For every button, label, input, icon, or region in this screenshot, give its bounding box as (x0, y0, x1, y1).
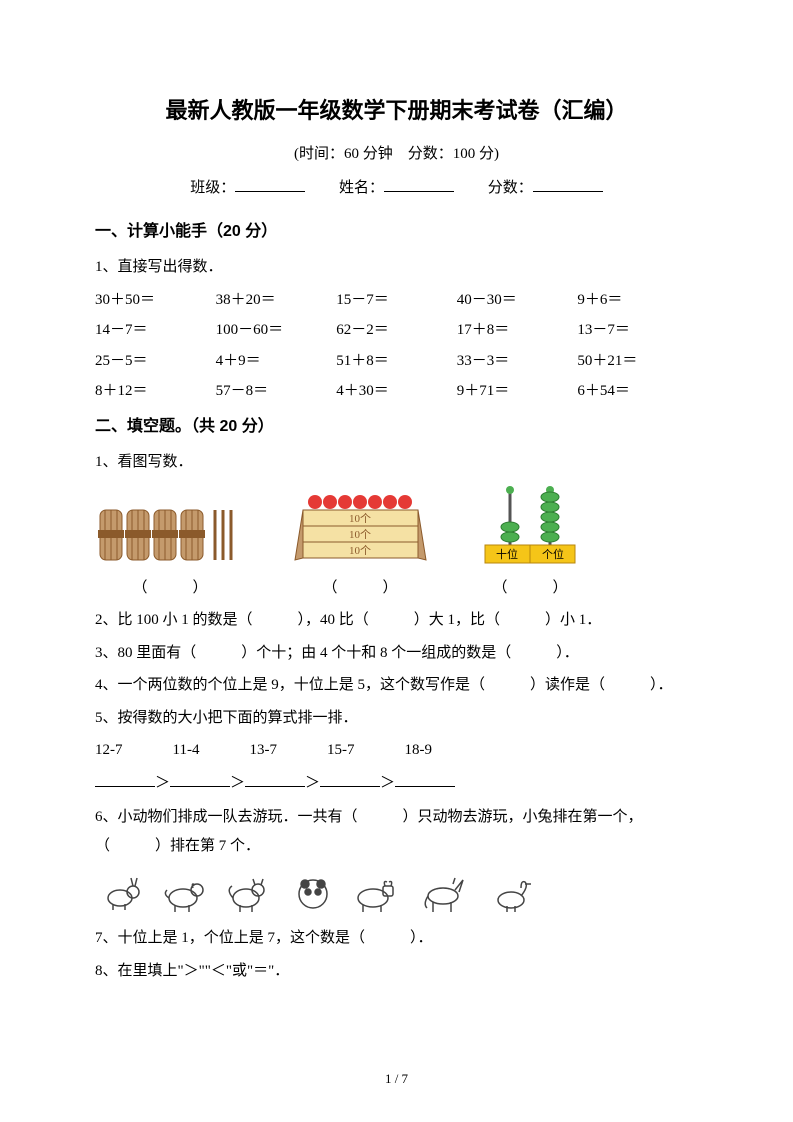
chain-blank (395, 772, 455, 787)
calc-cell: 50＋21＝ (577, 347, 698, 376)
calc-cell: 30＋50＝ (95, 286, 216, 315)
gt-sign: ＞ (305, 775, 320, 791)
page-title: 最新人教版一年级数学下册期末考试卷（汇编） (95, 90, 698, 132)
chain-blank (95, 772, 155, 787)
score-blank (533, 177, 603, 192)
q5-item: 11-4 (173, 736, 200, 765)
q2-5: 5、按得数的大小把下面的算式排一排． (95, 704, 698, 733)
calc-cell: 8＋12＝ (95, 377, 216, 406)
figure-bundles: （ ） (95, 500, 245, 603)
crate-label-2: 10个 (349, 528, 371, 541)
animals-icon (95, 866, 575, 916)
q2-2: 2、比 100 小 1 的数是（ ），40 比（ ）大 1，比（ ）小 1． (95, 606, 698, 635)
student-info-line: 班级： 姓名： 分数： (95, 174, 698, 203)
q2-7: 7、十位上是 1，个位上是 7，这个数是（ ）． (95, 924, 698, 953)
calc-cell: 38＋20＝ (216, 286, 337, 315)
q2-5-chain: ＞ ＞ ＞ ＞ (95, 769, 698, 798)
section-2-header: 二、填空题。（共 20 分） (95, 412, 698, 442)
figure-apples: 10个 10个 10个 （ ） (285, 490, 435, 603)
bundles-icon (95, 500, 245, 570)
q5-item: 18-9 (404, 736, 432, 765)
q2-5-items: 12-7 11-4 13-7 15-7 18-9 (95, 736, 698, 765)
subtitle-prefix: (时间： (294, 146, 344, 162)
chain-blank (245, 772, 305, 787)
time-value: 60 分钟 (344, 146, 393, 162)
gt-sign: ＞ (380, 775, 395, 791)
score-value: 100 分 (453, 146, 494, 162)
abacus-ones-label: 个位 (542, 547, 564, 561)
abacus-icon: 十位 个位 (475, 485, 585, 570)
crate-label-1: 10个 (349, 512, 371, 525)
chain-blank (320, 772, 380, 787)
calc-cell: 9＋6＝ (577, 286, 698, 315)
class-label: 班级： (190, 180, 235, 196)
q2-1: 1、看图写数． (95, 448, 698, 477)
figure-bundles-paren: （ ） (95, 574, 245, 603)
gt-sign: ＞ (230, 775, 245, 791)
apple-crate-icon: 10个 10个 10个 (285, 490, 435, 570)
subtitle-mid: 分数： (393, 146, 453, 162)
q2-6: 6、小动物们排成一队去游玩．一共有（ ）只动物去游玩，小兔排在第一个，（ ）排在… (95, 803, 698, 860)
calc-grid: 30＋50＝ 38＋20＝ 15－7＝ 40－30＝ 9＋6＝ 14－7＝ 10… (95, 286, 698, 406)
q2-3: 3、80 里面有（ ）个十；由 4 个十和 8 个一组成的数是（ ）． (95, 639, 698, 668)
q5-item: 13-7 (249, 736, 277, 765)
page-number: 1 / 7 (0, 1067, 793, 1092)
abacus-tens-label: 十位 (496, 547, 518, 561)
crate-label-3: 10个 (349, 544, 371, 557)
figure-row: （ ） 10个 10个 10个 （ ） (95, 485, 698, 603)
calc-cell: 4＋30＝ (336, 377, 457, 406)
class-blank (235, 177, 305, 192)
animals-row (95, 866, 698, 916)
calc-cell: 17＋8＝ (457, 316, 578, 345)
calc-cell: 9＋71＝ (457, 377, 578, 406)
chain-blank (170, 772, 230, 787)
section-1-header: 一、计算小能手（20 分） (95, 217, 698, 247)
figure-abacus: 十位 个位 （ ） (475, 485, 585, 603)
gt-sign: ＞ (155, 775, 170, 791)
figure-apples-paren: （ ） (285, 574, 435, 603)
calc-cell: 25－5＝ (95, 347, 216, 376)
calc-cell: 62－2＝ (336, 316, 457, 345)
calc-cell: 13－7＝ (577, 316, 698, 345)
name-label: 姓名： (339, 180, 384, 196)
calc-cell: 33－3＝ (457, 347, 578, 376)
calc-cell: 100－60＝ (216, 316, 337, 345)
q5-item: 15-7 (327, 736, 355, 765)
q2-8: 8、在里填上"＞""＜"或"＝"． (95, 957, 698, 986)
q1-1-label: 1、直接写出得数． (95, 253, 698, 282)
calc-cell: 4＋9＝ (216, 347, 337, 376)
score-label: 分数： (488, 180, 533, 196)
calc-cell: 40－30＝ (457, 286, 578, 315)
subtitle-suffix: ) (494, 146, 499, 162)
calc-cell: 15－7＝ (336, 286, 457, 315)
q5-item: 12-7 (95, 736, 123, 765)
exam-subtitle: (时间：60 分钟 分数：100 分) (95, 140, 698, 169)
calc-cell: 57－8＝ (216, 377, 337, 406)
calc-cell: 14－7＝ (95, 316, 216, 345)
calc-cell: 51＋8＝ (336, 347, 457, 376)
figure-abacus-paren: （ ） (475, 574, 585, 603)
name-blank (384, 177, 454, 192)
q2-4: 4、一个两位数的个位上是 9，十位上是 5，这个数写作是（ ）读作是（ ）． (95, 671, 698, 700)
calc-cell: 6＋54＝ (577, 377, 698, 406)
